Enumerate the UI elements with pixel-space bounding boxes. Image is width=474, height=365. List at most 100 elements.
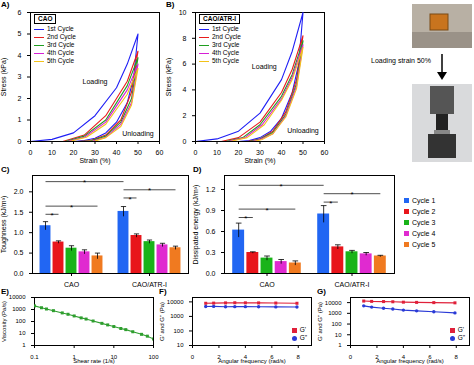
svg-text:0.0: 0.0 [14,270,24,277]
svg-text:0: 0 [194,149,198,156]
svg-text:100: 100 [15,318,26,324]
svg-text:*: * [244,214,247,223]
svg-text:*: * [280,182,283,191]
svg-text:1.5: 1.5 [14,208,24,215]
svg-text:60: 60 [156,149,164,156]
svg-text:Unloading: Unloading [287,127,319,135]
svg-text:Viscosity (Pa/s): Viscosity (Pa/s) [1,301,7,342]
svg-text:*: * [70,203,73,212]
svg-text:6: 6 [183,60,187,67]
svg-text:Loading: Loading [83,78,108,86]
svg-text:0.9: 0.9 [206,207,216,214]
svg-text:0: 0 [18,138,22,145]
svg-text:30: 30 [256,149,264,156]
svg-text:Dissipated energy (kJ/m³): Dissipated energy (kJ/m³) [192,185,200,265]
svg-text:10000: 10000 [167,299,184,305]
html-text:3rd Cycle: 3rd Cycle [47,41,75,48]
svg-text:4: 4 [18,52,22,59]
svg-text:*: * [148,186,151,195]
svg-text:100: 100 [148,354,159,360]
svg-text:10: 10 [19,330,26,336]
svg-text:20: 20 [70,149,78,156]
svg-text:1: 1 [22,342,26,348]
svg-text:100: 100 [173,328,184,334]
svg-text:Unloading: Unloading [122,130,154,138]
html-text:1st Cycle: 1st Cycle [47,25,74,32]
html-text:C): C) [1,165,10,174]
html-text:F): F) [159,287,167,296]
svg-text:3: 3 [18,73,22,80]
html-text:2nd Cycle: 2nd Cycle [47,33,76,40]
html-text:B): B) [166,0,175,9]
html-text:4th Cycle: 4th Cycle [47,49,75,56]
html-text:G): G) [317,287,326,296]
svg-text:0: 0 [191,354,195,360]
svg-text:4: 4 [183,86,187,93]
svg-text:Strain (%): Strain (%) [244,157,275,165]
svg-text:Angular frequency (rad/s): Angular frequency (rad/s) [376,358,444,364]
svg-text:10: 10 [177,342,184,348]
svg-text:0: 0 [349,354,353,360]
svg-text:*: * [265,206,268,215]
svg-text:5: 5 [18,30,22,37]
svg-text:40: 40 [113,149,121,156]
html-text:E): E) [1,287,9,296]
html-text:CAO: CAO [38,15,53,22]
svg-text:10: 10 [179,9,187,16]
svg-text:50: 50 [134,149,142,156]
svg-text:0: 0 [183,138,187,145]
svg-text:1: 1 [18,116,22,123]
svg-text:CAO: CAO [64,281,80,288]
svg-text:G' and G" (Pa): G' and G" (Pa) [159,302,165,341]
svg-text:*: * [50,211,53,220]
svg-text:G' and G" (Pa): G' and G" (Pa) [317,302,323,341]
html-text:D): D) [193,165,202,174]
svg-text:Stress (kPa): Stress (kPa) [0,58,8,97]
svg-text:Stress (kPa): Stress (kPa) [165,58,173,97]
svg-text:1000: 1000 [170,313,184,319]
svg-text:1000: 1000 [12,306,26,312]
svg-text:10000: 10000 [325,300,342,306]
svg-text:0: 0 [29,149,33,156]
svg-text:0.5: 0.5 [14,249,24,256]
html-text:5th Cycle: 5th Cycle [47,57,75,64]
svg-text:30: 30 [91,149,99,156]
svg-text:CAO/ATR-I: CAO/ATR-I [132,281,167,289]
svg-text:*: * [128,195,131,204]
svg-text:Loading: Loading [252,63,277,71]
svg-text:0.3: 0.3 [206,249,216,256]
html-text:A): A) [1,0,10,9]
svg-text:*: * [83,178,86,187]
svg-text:100: 100 [331,321,342,327]
svg-text:2: 2 [18,95,22,102]
svg-text:6: 6 [18,9,22,16]
svg-text:Angular frequency (rad/s): Angular frequency (rad/s) [218,358,286,364]
svg-text:8: 8 [455,354,459,360]
svg-text:Shear rate (1/s): Shear rate (1/s) [73,358,115,364]
svg-text:20: 20 [235,149,243,156]
svg-text:1000: 1000 [328,310,342,316]
svg-text:*: * [329,199,332,208]
svg-text:10: 10 [335,332,342,338]
svg-text:2: 2 [183,112,187,119]
svg-text:8: 8 [297,354,301,360]
svg-text:50: 50 [299,149,307,156]
svg-text:*: * [350,190,353,199]
svg-text:2.0: 2.0 [14,188,24,195]
svg-text:1: 1 [338,342,342,348]
svg-text:10000: 10000 [9,294,26,300]
svg-text:60: 60 [321,149,329,156]
svg-text:1.2: 1.2 [206,186,216,193]
svg-text:Strain (%): Strain (%) [79,157,110,165]
svg-text:1.0: 1.0 [14,229,24,236]
svg-text:CAO/ATR-I: CAO/ATR-I [335,281,370,288]
svg-text:10: 10 [213,149,221,156]
svg-text:8: 8 [183,35,187,42]
svg-text:0.1: 0.1 [30,354,39,360]
svg-text:0.6: 0.6 [206,228,216,235]
svg-text:0.0: 0.0 [206,270,216,277]
svg-text:CAO: CAO [259,281,275,288]
svg-text:Toughness (kJ/m³): Toughness (kJ/m³) [0,196,8,254]
svg-text:40: 40 [278,149,286,156]
svg-text:10: 10 [48,149,56,156]
